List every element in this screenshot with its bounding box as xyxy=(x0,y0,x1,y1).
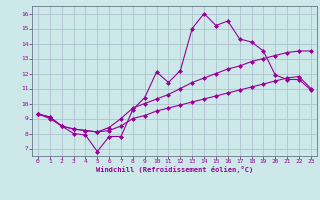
X-axis label: Windchill (Refroidissement éolien,°C): Windchill (Refroidissement éolien,°C) xyxy=(96,166,253,173)
